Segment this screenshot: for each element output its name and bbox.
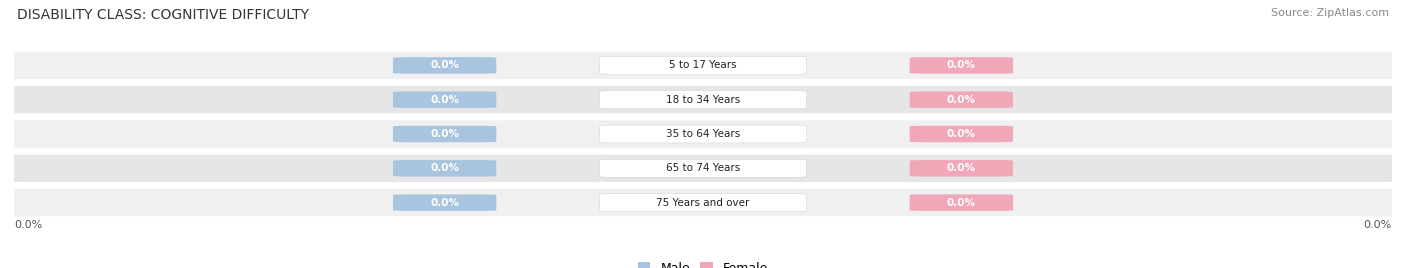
FancyBboxPatch shape <box>392 160 496 177</box>
FancyBboxPatch shape <box>599 57 807 74</box>
Text: 35 to 64 Years: 35 to 64 Years <box>666 129 740 139</box>
FancyBboxPatch shape <box>910 57 1012 74</box>
FancyBboxPatch shape <box>392 126 496 142</box>
FancyBboxPatch shape <box>392 57 496 74</box>
FancyBboxPatch shape <box>910 126 1012 142</box>
FancyBboxPatch shape <box>0 52 1406 79</box>
FancyBboxPatch shape <box>910 160 1012 177</box>
Text: 0.0%: 0.0% <box>946 198 976 208</box>
Text: 5 to 17 Years: 5 to 17 Years <box>669 60 737 70</box>
Text: 65 to 74 Years: 65 to 74 Years <box>666 163 740 173</box>
Text: 0.0%: 0.0% <box>430 198 460 208</box>
FancyBboxPatch shape <box>910 91 1012 108</box>
Text: 0.0%: 0.0% <box>430 60 460 70</box>
Text: 0.0%: 0.0% <box>430 163 460 173</box>
FancyBboxPatch shape <box>0 155 1406 182</box>
Text: 18 to 34 Years: 18 to 34 Years <box>666 95 740 105</box>
FancyBboxPatch shape <box>0 189 1406 216</box>
Text: Source: ZipAtlas.com: Source: ZipAtlas.com <box>1271 8 1389 18</box>
FancyBboxPatch shape <box>599 194 807 211</box>
Text: 0.0%: 0.0% <box>946 60 976 70</box>
Text: 0.0%: 0.0% <box>430 129 460 139</box>
Text: 0.0%: 0.0% <box>14 220 42 230</box>
FancyBboxPatch shape <box>392 91 496 108</box>
Text: 0.0%: 0.0% <box>1364 220 1392 230</box>
FancyBboxPatch shape <box>910 194 1012 211</box>
FancyBboxPatch shape <box>599 91 807 109</box>
Text: 0.0%: 0.0% <box>946 129 976 139</box>
FancyBboxPatch shape <box>599 159 807 177</box>
Text: 75 Years and over: 75 Years and over <box>657 198 749 208</box>
Text: 0.0%: 0.0% <box>430 95 460 105</box>
Text: DISABILITY CLASS: COGNITIVE DIFFICULTY: DISABILITY CLASS: COGNITIVE DIFFICULTY <box>17 8 309 22</box>
FancyBboxPatch shape <box>0 120 1406 148</box>
Text: 0.0%: 0.0% <box>946 163 976 173</box>
FancyBboxPatch shape <box>599 125 807 143</box>
Text: 0.0%: 0.0% <box>946 95 976 105</box>
FancyBboxPatch shape <box>392 194 496 211</box>
FancyBboxPatch shape <box>0 86 1406 113</box>
Legend: Male, Female: Male, Female <box>634 258 772 268</box>
